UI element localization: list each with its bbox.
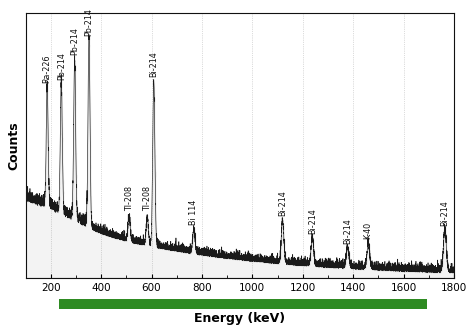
- Text: Bi-214: Bi-214: [440, 200, 449, 226]
- Text: Tl-208: Tl-208: [125, 186, 134, 210]
- X-axis label: Energy (keV): Energy (keV): [194, 312, 285, 325]
- Text: Bi-214: Bi-214: [149, 51, 158, 77]
- Text: Tl-208: Tl-208: [143, 186, 152, 211]
- Text: Bi-214: Bi-214: [308, 208, 317, 234]
- Text: Pb-214: Pb-214: [84, 8, 93, 36]
- Text: Bi-214: Bi-214: [278, 191, 287, 216]
- Text: Bi-214: Bi-214: [343, 218, 352, 244]
- Text: Ra-226: Ra-226: [43, 55, 52, 83]
- Text: K-40: K-40: [364, 222, 373, 239]
- Text: Bi 114: Bi 114: [189, 200, 198, 225]
- Text: Pb-214: Pb-214: [57, 52, 66, 80]
- Y-axis label: Counts: Counts: [7, 121, 20, 170]
- Text: Pb-214: Pb-214: [70, 28, 79, 55]
